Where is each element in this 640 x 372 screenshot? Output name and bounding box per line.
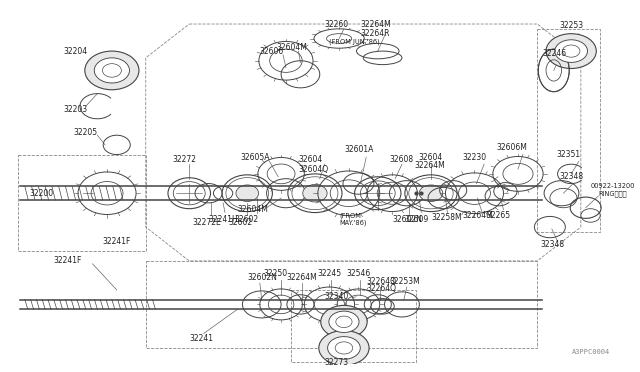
Ellipse shape [85,51,139,90]
Ellipse shape [236,185,259,202]
Text: 32264M: 32264M [286,273,317,282]
Text: 32253: 32253 [559,22,584,31]
Text: 32200: 32200 [29,189,54,198]
Text: 32264M: 32264M [360,19,391,29]
Text: 32348: 32348 [540,240,564,249]
Text: A3PPC0004: A3PPC0004 [572,349,610,355]
Text: 32264M: 32264M [463,211,493,220]
Text: 32272: 32272 [173,155,197,164]
Text: 32348: 32348 [559,172,584,181]
Ellipse shape [319,330,369,365]
Text: 32250: 32250 [264,269,288,278]
Text: 32602N: 32602N [247,273,277,282]
Ellipse shape [303,185,327,202]
Ellipse shape [328,337,360,359]
Ellipse shape [546,34,596,68]
Text: 32272E: 32272E [192,218,221,227]
Ellipse shape [555,40,588,62]
Text: 32340: 32340 [324,292,349,301]
Text: 32604M: 32604M [237,205,268,214]
Text: 32604: 32604 [419,153,443,162]
Text: 32230: 32230 [463,153,487,162]
Text: 32546: 32546 [347,269,371,278]
Text: 00922-13200: 00922-13200 [591,183,635,189]
Ellipse shape [321,305,367,338]
Text: 32260: 32260 [324,19,349,29]
Text: 32241F: 32241F [102,237,131,246]
Text: 32604: 32604 [298,155,323,164]
Text: 32602: 32602 [228,218,252,227]
Text: 32605A: 32605A [241,153,270,162]
Text: 32602: 32602 [235,215,259,224]
Text: 32205: 32205 [73,128,97,137]
Text: 32601A: 32601A [344,145,373,154]
Ellipse shape [94,58,129,83]
Text: 32264R: 32264R [360,29,390,38]
Text: 32604Q: 32604Q [298,164,328,174]
Text: 32264Q: 32264Q [366,277,396,286]
Text: 32602N: 32602N [392,215,422,224]
Ellipse shape [329,311,359,333]
Text: 32609: 32609 [405,215,429,224]
Text: 32241: 32241 [189,334,213,343]
Text: 32245: 32245 [318,269,342,278]
Text: 32204: 32204 [63,46,88,55]
Text: 32203: 32203 [63,105,88,113]
Text: 32606M: 32606M [497,143,527,152]
Text: 32258M: 32258M [431,213,461,222]
Text: MAY.'86): MAY.'86) [339,220,367,227]
Text: 32253M: 32253M [389,277,420,286]
Text: 32241H: 32241H [209,215,238,224]
Text: 32351: 32351 [557,150,580,159]
Text: (FROM: (FROM [339,212,361,219]
Text: 32273: 32273 [324,358,349,367]
Text: 32264Q: 32264Q [366,285,396,294]
Ellipse shape [419,185,443,202]
Text: RINGリング: RINGリング [598,191,627,198]
Text: 32606: 32606 [260,46,284,55]
Text: 32608: 32608 [389,155,413,164]
Text: 32604M: 32604M [276,43,307,52]
Text: 32265: 32265 [486,211,510,220]
Text: (FROM JUN.'86): (FROM JUN.'86) [330,38,380,45]
Text: 32264M: 32264M [415,161,445,170]
Text: 32241F: 32241F [54,256,83,265]
Text: 32246: 32246 [542,48,566,58]
